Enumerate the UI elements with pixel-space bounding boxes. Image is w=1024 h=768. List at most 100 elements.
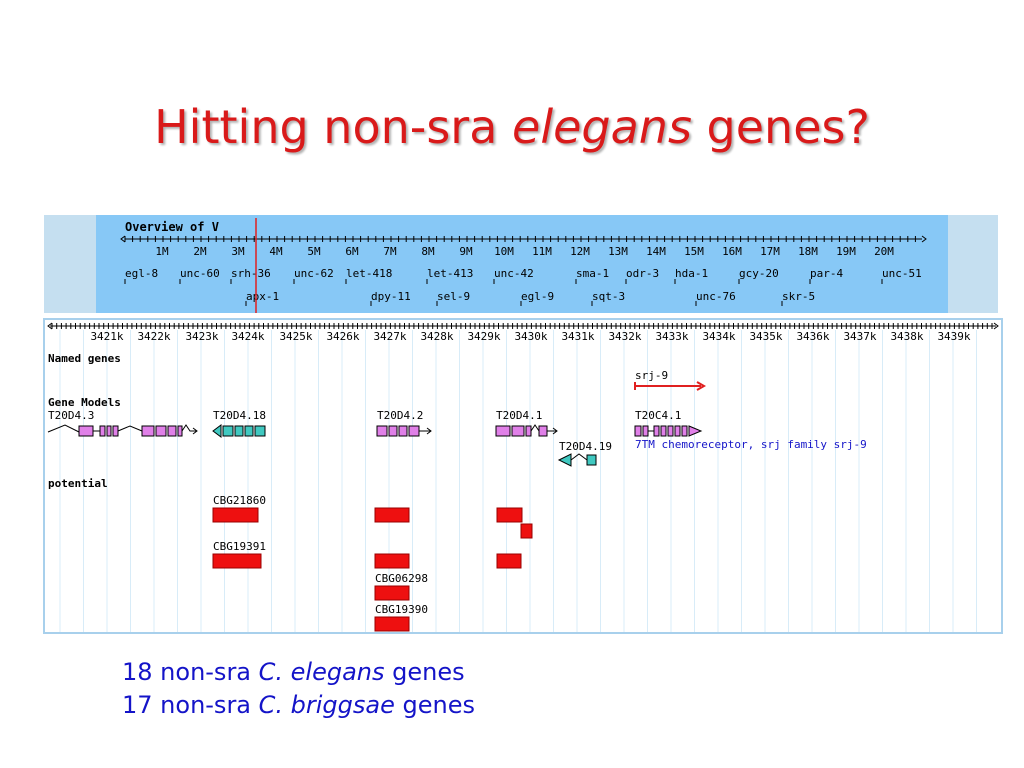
potential-hit[interactable] (212, 507, 259, 523)
overview-gene-marker[interactable]: par-4 (809, 267, 843, 284)
gene-model-label: T20D4.3 (48, 409, 94, 422)
potential-hit[interactable] (496, 553, 522, 569)
overview-gene-marker[interactable]: unc-51 (881, 267, 922, 284)
overview-gene-marker[interactable]: hda-1 (674, 267, 708, 284)
overview-graphic: Overview of V 1M 2M 3M 4M 5M 6M 7M 8M 9M… (120, 218, 927, 313)
potential-hits: CBG21860 CBG19391 CBG06298 CBG19390 (212, 494, 533, 632)
overview-genes-row1: egl-8 unc-60 srh-36 unc-62 let-418 let-4… (124, 267, 922, 284)
overview-gene-marker[interactable]: let-418 (345, 267, 392, 284)
overview-gene-label: par-4 (810, 267, 843, 280)
footer-species-2: C. briggsae (258, 691, 395, 719)
overview-gene-marker[interactable]: unc-76 (695, 290, 736, 306)
overview-scale-label: 10M (494, 245, 514, 258)
overview-scale-label: 18M (798, 245, 818, 258)
overview-gene-label: sel-9 (437, 290, 470, 303)
overview-scale-label: 16M (722, 245, 742, 258)
overview-gene-label: srh-36 (231, 267, 271, 280)
overview-scale-label: 7M (383, 245, 397, 258)
overview-gene-label: unc-76 (696, 290, 736, 303)
footer-species-1: C. elegans (258, 658, 385, 686)
potential-hit[interactable] (496, 507, 523, 523)
overview-label: Overview of V (125, 220, 219, 234)
overview-scale-label: 5M (307, 245, 321, 258)
overview-gene-marker[interactable]: skr-5 (781, 290, 815, 306)
overview-gene-marker[interactable]: let-413 (426, 267, 473, 284)
overview-scale-label: 19M (836, 245, 856, 258)
overview-scale-label: 15M (684, 245, 704, 258)
overview-scale-label: 9M (459, 245, 473, 258)
overview-gene-marker[interactable]: egl-9 (520, 290, 554, 306)
overview-strip[interactable]: Overview of V 1M 2M 3M 4M 5M 6M 7M 8M 9M… (96, 215, 948, 313)
footer-count-2: 17 non-sra (122, 691, 259, 719)
potential-hit[interactable] (374, 585, 410, 601)
overview-gene-marker[interactable]: unc-60 (179, 267, 220, 284)
overview-ticks (124, 236, 916, 242)
slide-title: Hitting non-sra elegans genes? (0, 100, 1024, 154)
potential-hit[interactable] (374, 616, 410, 632)
footer-count-1: 18 non-sra (122, 658, 259, 686)
overview-gene-marker[interactable]: odr-3 (625, 267, 659, 284)
overview-gene-label: unc-51 (882, 267, 922, 280)
gene-model-t20d4-3[interactable]: T20D4.3 (47, 409, 198, 437)
potential-hit[interactable] (212, 553, 262, 569)
overview-scale-label: 13M (608, 245, 628, 258)
potential-label: CBG21860 (213, 494, 266, 507)
detail-scale-label: 3429k (467, 330, 500, 343)
footer-line-elegans: 18 non-sra C. elegans genes (122, 656, 475, 689)
overview-axis-arrow-right (921, 235, 927, 243)
detail-axis-arrow-left[interactable] (47, 322, 53, 330)
overview-gene-label: apx-1 (246, 290, 279, 303)
overview-gene-marker[interactable]: sqt-3 (591, 290, 625, 306)
detail-scale-label: 3434k (702, 330, 735, 343)
overview-gene-label: sqt-3 (592, 290, 625, 303)
detail-panel: 3421k 3422k 3423k 3424k 3425k 3426k 3427… (43, 318, 1003, 634)
named-gene-label: srj-9 (635, 369, 668, 382)
detail-axis-arrow-right[interactable] (993, 322, 999, 330)
overview-gene-marker[interactable]: gcy-20 (738, 267, 779, 284)
gene-model-label: T20C4.1 (635, 409, 681, 422)
detail-scale-label: 3424k (231, 330, 264, 343)
gene-description-note: 7TM chemoreceptor, srj family srj-9 (635, 438, 867, 451)
gene-model-t20d4-2[interactable]: T20D4.2 (376, 409, 432, 437)
overview-scale-label: 8M (421, 245, 435, 258)
title-text-2: genes? (691, 100, 870, 154)
overview-gene-marker[interactable]: dpy-11 (370, 290, 411, 306)
footer-line-briggsae: 17 non-sra C. briggsae genes (122, 689, 475, 722)
overview-gene-marker[interactable]: unc-62 (293, 267, 334, 284)
footer-suffix-2: genes (394, 691, 475, 719)
detail-graphic: 3421k 3422k 3423k 3424k 3425k 3426k 3427… (47, 322, 999, 632)
overview-scale-label: 20M (874, 245, 894, 258)
overview-gene-label: egl-9 (521, 290, 554, 303)
overview-gene-marker[interactable]: egl-8 (124, 267, 158, 284)
overview-gene-label: dpy-11 (371, 290, 411, 303)
overview-gene-label: let-413 (427, 267, 473, 280)
gene-model-label: T20D4.18 (213, 409, 266, 422)
potential-hit[interactable] (374, 553, 410, 569)
overview-scale-label: 3M (231, 245, 245, 258)
track-label-named-genes: Named genes (48, 352, 121, 365)
detail-scale-label: 3438k (890, 330, 923, 343)
named-gene-srj9[interactable]: srj-9 (634, 369, 707, 391)
detail-scale-labels: 3421k 3422k 3423k 3424k 3425k 3426k 3427… (90, 330, 970, 343)
overview-gene-marker[interactable]: unc-42 (493, 267, 534, 284)
gene-model-label: T20D4.19 (559, 440, 612, 453)
gene-model-t20d4-18[interactable]: T20D4.18 (212, 409, 266, 438)
overview-gene-label: sma-1 (576, 267, 609, 280)
overview-gene-marker[interactable]: apx-1 (245, 290, 279, 306)
overview-gene-label: unc-62 (294, 267, 334, 280)
overview-gene-marker[interactable]: sma-1 (575, 267, 609, 284)
overview-gene-marker[interactable]: sel-9 (436, 290, 470, 306)
gene-model-t20c4-1[interactable]: T20C4.1 7TM chemoreceptor, srj family sr… (634, 409, 867, 451)
detail-scale-label: 3431k (561, 330, 594, 343)
detail-ticks (51, 323, 993, 329)
detail-scale-label: 3426k (326, 330, 359, 343)
detail-scale-label: 3423k (185, 330, 218, 343)
overview-gene-marker[interactable]: srh-36 (230, 267, 271, 284)
potential-hit[interactable] (374, 507, 410, 523)
overview-scale-label: 14M (646, 245, 666, 258)
detail-scale-label: 3422k (137, 330, 170, 343)
gene-model-t20d4-19[interactable]: T20D4.19 (557, 440, 612, 467)
gene-model-t20d4-1[interactable]: T20D4.1 (495, 409, 558, 437)
track-label-potential: potential (48, 477, 108, 490)
potential-hit[interactable] (520, 523, 533, 539)
